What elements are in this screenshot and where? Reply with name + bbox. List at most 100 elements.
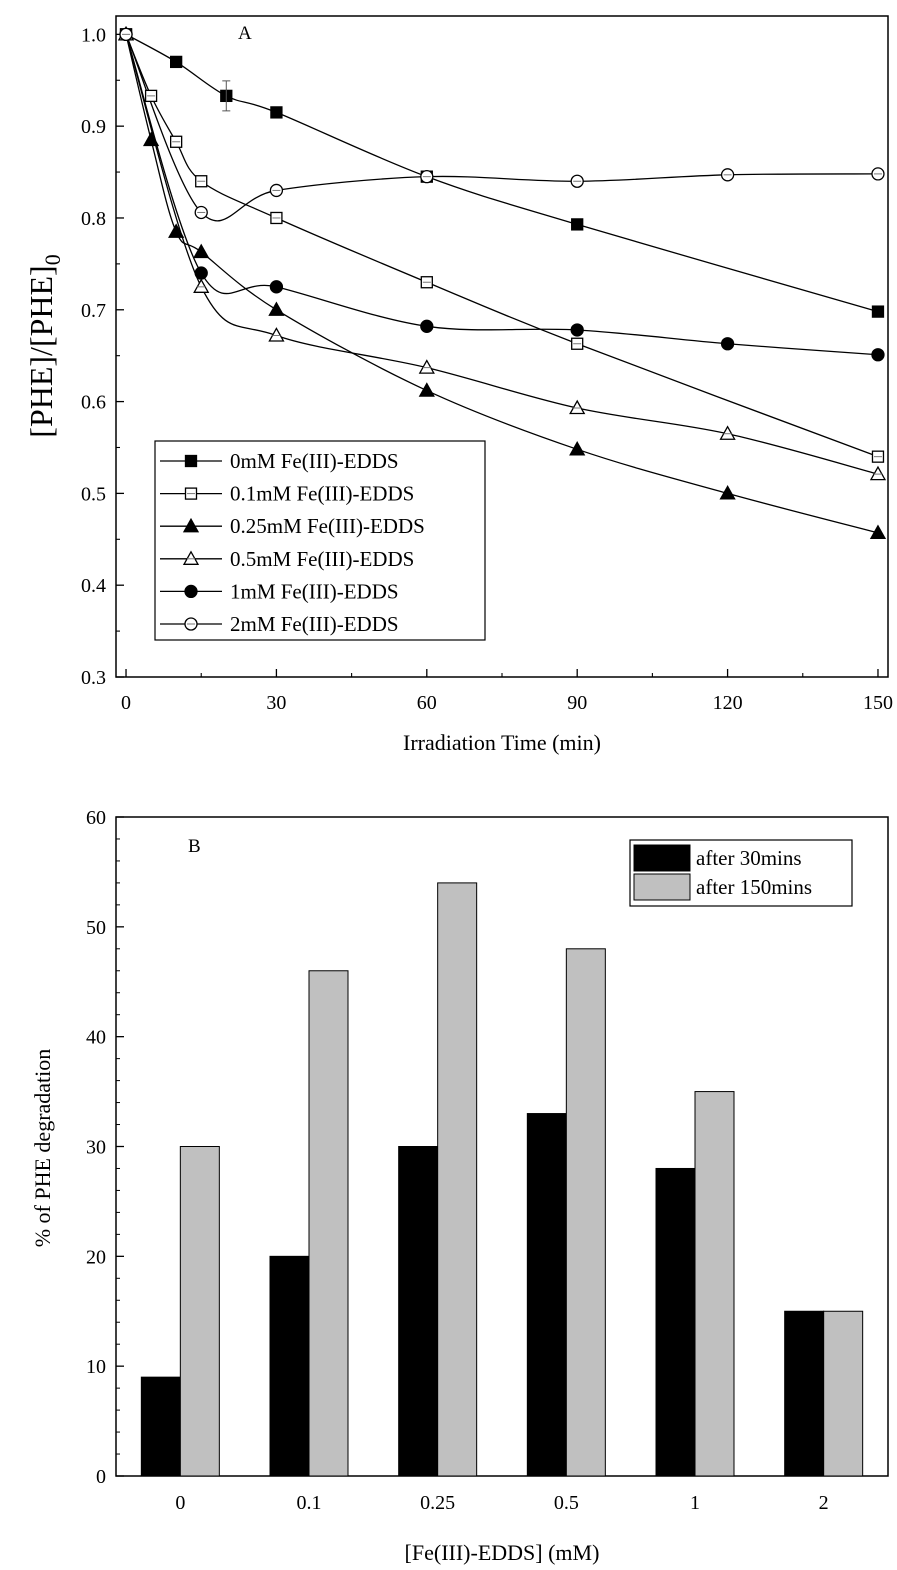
point-1mm-fe-iii-edds <box>871 348 885 362</box>
panel-b-y-axis-title: % of PHE degradation <box>30 1049 55 1248</box>
bar-after-150mins <box>823 1310 864 1477</box>
legend-item-after-30mins: after 30mins <box>633 844 802 872</box>
legend-item-0-5mm-fe-iii-edds: 0.5mM Fe(III)-EDDS <box>160 547 414 571</box>
bar-after-30mins <box>398 1146 439 1477</box>
point-0-5mm-fe-iii-edds <box>719 425 736 440</box>
bar-after-30mins <box>655 1167 696 1477</box>
svg-text:[PHE]/[PHE]0: [PHE]/[PHE]0 <box>23 254 65 437</box>
point-0-25mm-fe-iii-edds <box>268 301 285 316</box>
x-tick-label: 30 <box>266 692 286 714</box>
legend-item-0-1mm-fe-iii-edds: 0.1mM Fe(III)-EDDS <box>160 482 414 506</box>
x-tick-label: 2 <box>819 1492 829 1514</box>
y-tick-label: 0.7 <box>81 300 106 322</box>
point-0-25mm-fe-iii-edds <box>569 440 586 456</box>
legend-marker <box>182 517 200 533</box>
point-1mm-fe-iii-edds <box>570 323 584 337</box>
curve-0-25mm-fe-iii-edds <box>125 34 879 534</box>
point-0-5mm-fe-iii-edds <box>569 399 586 415</box>
panel-a-legend: 0mM Fe(III)-EDDS 0.1mM Fe(III)-EDDS 0.25mM… <box>154 440 486 641</box>
bar-after-30mins <box>784 1310 825 1477</box>
point-0-25mm-fe-iii-edds <box>418 382 435 397</box>
y-tick-label: 0.5 <box>81 483 106 505</box>
legend-marker <box>182 550 200 565</box>
x-tick-label: 0 <box>175 1492 185 1514</box>
y-tick-label: 0.4 <box>81 575 106 597</box>
point-1mm-fe-iii-edds <box>194 266 208 280</box>
x-tick-label: 150 <box>863 692 893 714</box>
point-0-25mm-fe-iii-edds <box>142 131 160 147</box>
panel-a-x-axis-title: Irradiation Time (min) <box>403 730 601 755</box>
legend-swatch <box>633 844 691 872</box>
y-tick-label: 0.6 <box>81 392 106 414</box>
legend-label: after 150mins <box>696 875 812 899</box>
panel-a-label: A <box>238 23 252 44</box>
point-1mm-fe-iii-edds <box>420 319 434 333</box>
y-tick-label: 1.0 <box>81 24 106 46</box>
y-tick-label: 50 <box>86 917 106 939</box>
point-1mm-fe-iii-edds <box>720 337 735 351</box>
legend-item-0-25mm-fe-iii-edds: 0.25mM Fe(III)-EDDS <box>160 514 425 538</box>
point-0-5mm-fe-iii-edds <box>193 278 210 293</box>
legend-label: 0.5mM Fe(III)-EDDS <box>230 547 414 571</box>
panel-a-y-axis-title: [PHE]/[PHE]0 <box>23 254 65 437</box>
x-tick-label: 0.25 <box>420 1492 455 1514</box>
point-0-25mm-fe-iii-edds <box>168 223 185 238</box>
panel-b-frame <box>115 816 889 1477</box>
x-tick-label: 90 <box>567 692 587 714</box>
panel-b-bars <box>140 882 864 1477</box>
y-tick-label: 60 <box>86 807 106 829</box>
bar-after-150mins <box>437 882 478 1477</box>
panel-b-axes: 0 10 20 30 40 50 60 0 0.1 0.25 0.5 1 2 <box>86 807 829 1514</box>
panel-a-markers <box>117 26 887 540</box>
y-tick-label: 20 <box>86 1246 106 1268</box>
legend-marker <box>184 584 198 599</box>
y-tick-label: 40 <box>86 1027 106 1049</box>
legend-label: 0.25mM Fe(III)-EDDS <box>230 514 425 538</box>
bar-after-150mins <box>565 948 606 1477</box>
panel-a: A 0 30 60 90 120 1500.30.40.50.60.70.80.91.0 … <box>23 15 893 755</box>
legend-label: 0.1mM Fe(III)-EDDS <box>230 482 414 506</box>
y-tick-label: 10 <box>86 1356 106 1378</box>
panel-a-y-axis-title-main: [PHE]/[PHE] <box>23 265 59 437</box>
point-0mm-fe-iii-edds <box>871 305 885 318</box>
point-0mm-fe-iii-edds <box>571 218 584 231</box>
y-tick-label: 30 <box>86 1137 106 1159</box>
point-0mm-fe-iii-edds <box>170 55 183 69</box>
panel-b-x-axis-title: [Fe(III)-EDDS] (mM) <box>405 1540 600 1565</box>
point-0-25mm-fe-iii-edds <box>193 243 210 259</box>
legend-swatch <box>633 873 691 901</box>
x-tick-label: 0 <box>121 692 131 714</box>
y-tick-label: 0.9 <box>81 116 106 138</box>
bar-after-30mins <box>526 1113 567 1477</box>
point-0-25mm-fe-iii-edds <box>869 524 887 540</box>
legend-label: 2mM Fe(III)-EDDS <box>230 612 399 636</box>
y-tick-label: 0.3 <box>81 667 106 689</box>
point-0mm-fe-iii-edds <box>270 106 283 119</box>
y-tick-label: 0.8 <box>81 208 106 230</box>
legend-item-1mm-fe-iii-edds: 1mM Fe(III)-EDDS <box>160 579 399 603</box>
bar-after-150mins <box>308 970 349 1477</box>
legend-item-after-150mins: after 150mins <box>633 873 812 901</box>
x-tick-label: 60 <box>417 692 437 714</box>
point-0-5mm-fe-iii-edds <box>869 465 887 481</box>
x-tick-label: 0.5 <box>554 1492 579 1514</box>
bar-after-150mins <box>694 1091 735 1477</box>
bar-after-150mins <box>179 1146 220 1477</box>
panel-b-legend: after 30mins after 150mins <box>629 839 853 907</box>
y-tick-label: 0 <box>96 1466 106 1488</box>
curve-0-1mm-fe-iii-edds <box>125 34 879 458</box>
legend-item-2mm-fe-iii-edds: 2mM Fe(III)-EDDS <box>160 612 399 636</box>
panel-a-legend-box <box>154 440 486 641</box>
point-0-25mm-fe-iii-edds <box>719 485 736 500</box>
legend-item-0mm-fe-iii-edds: 0mM Fe(III)-EDDS <box>160 449 399 473</box>
x-tick-label: 120 <box>713 692 743 714</box>
panel-a-y-axis-title-subscript: 0 <box>40 254 65 265</box>
point-0-5mm-fe-iii-edds <box>268 327 285 342</box>
curve-2mm-fe-iii-edds <box>125 34 878 222</box>
panel-a-axes: 0 30 60 90 120 150 0.3 0.4 0.5 0.6 0.7 0.8 0.9 1.0 <box>81 24 893 714</box>
bar-after-30mins <box>140 1376 181 1477</box>
bar-after-30mins <box>269 1255 310 1477</box>
legend-label: 1mM Fe(III)-EDDS <box>230 579 399 603</box>
x-tick-label: 1 <box>690 1492 700 1514</box>
